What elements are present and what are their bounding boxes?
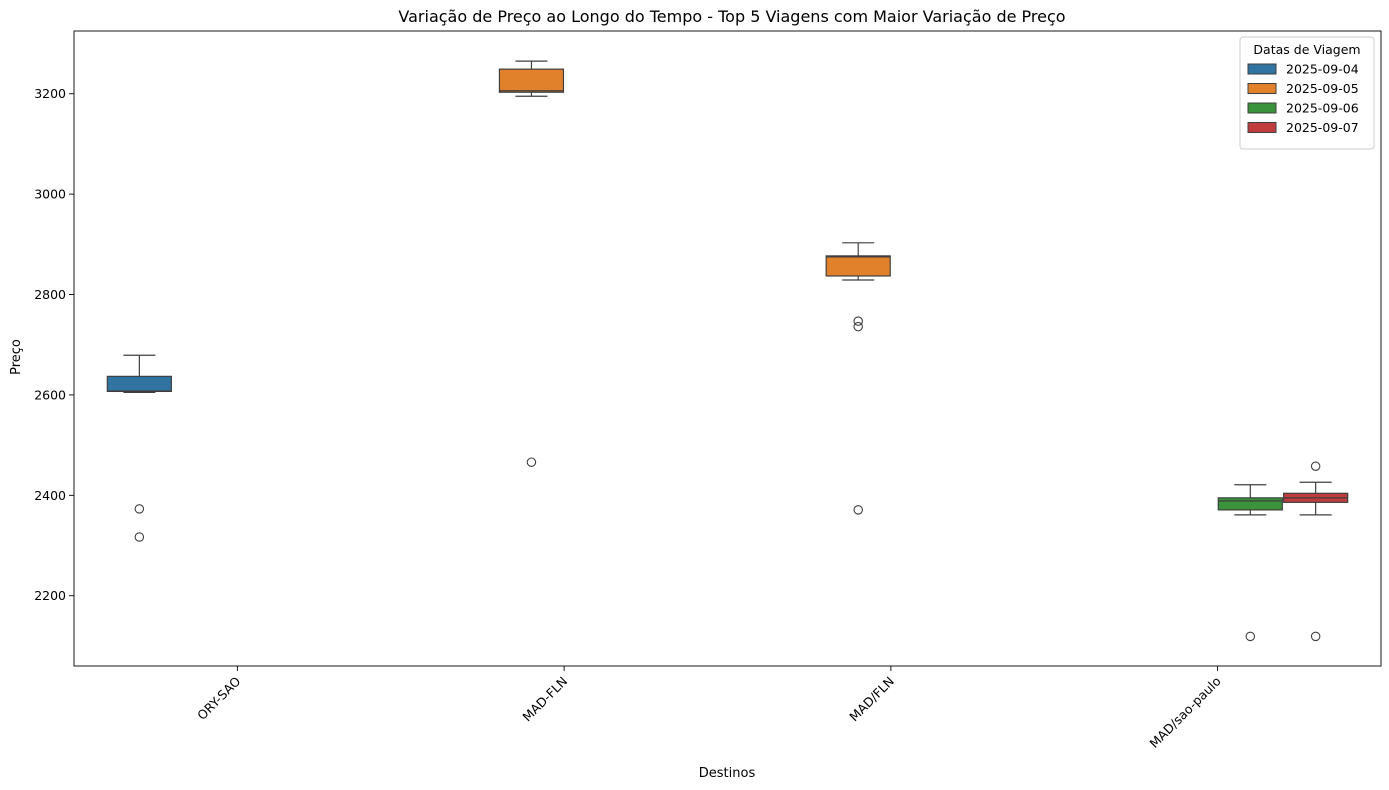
- plot-area: 2200 2400 2600 2800 3000 3200 ORY-SAO MAD-FLN MA…: [34, 60, 1349, 751]
- legend-label-2025-09-06: 2025-09-06: [1286, 101, 1359, 116]
- box-MAD/sao-paulo-2025-09-07: [1283, 461, 1349, 642]
- box-MAD/sao-paulo-2025-09-06: [1217, 484, 1283, 642]
- legend-label-2025-09-05: 2025-09-05: [1286, 81, 1359, 96]
- box-iqr: [106, 375, 172, 393]
- y-tick-label-3200: 3200: [34, 86, 66, 101]
- outlier-point: [853, 316, 863, 326]
- box-iqr: [1217, 497, 1283, 511]
- box-iqr: [825, 255, 891, 277]
- legend-swatch-2025-09-07: [1247, 122, 1277, 133]
- y-tick-label-2600: 2600: [34, 387, 66, 402]
- y-tick-label-3000: 3000: [34, 187, 66, 202]
- outlier-point: [526, 457, 537, 467]
- outlier-point: [1245, 631, 1256, 642]
- outlier-point: [1310, 631, 1321, 642]
- legend: Datas de Viagem 2025-09-04 2025-09-05 2025…: [1239, 36, 1375, 150]
- legend-swatch-2025-09-05: [1247, 83, 1277, 94]
- box-iqr: [498, 68, 565, 93]
- box-ORY-SAO-2025-09-04: [106, 354, 172, 542]
- box-MAD/FLN-2025-09-05: [825, 242, 891, 515]
- y-axis-label: Preço: [9, 339, 24, 375]
- legend-title: Datas de Viagem: [1253, 42, 1360, 57]
- outlier-point: [134, 504, 145, 514]
- outlier-point: [853, 321, 863, 332]
- y-tick-label-2400: 2400: [34, 488, 66, 503]
- box-MAD-FLN-2025-09-05: [498, 60, 565, 467]
- outlier-point: [134, 532, 145, 542]
- y-tick-label-2800: 2800: [34, 287, 66, 302]
- legend-label-2025-09-04: 2025-09-04: [1286, 62, 1359, 77]
- x-tick-label-3: MAD/sao-paulo: [1146, 674, 1223, 751]
- chart-title: Variação de Preço ao Longo do Tempo - To…: [398, 7, 1065, 26]
- x-tick-label-2: MAD/FLN: [846, 674, 897, 725]
- x-tick-label-1: MAD-FLN: [519, 674, 570, 725]
- axes-frame: [73, 30, 1382, 667]
- x-axis-label: Destinos: [699, 766, 756, 781]
- legend-label-2025-09-07: 2025-09-07: [1286, 120, 1359, 135]
- outlier-point: [1310, 461, 1321, 471]
- legend-swatch-2025-09-06: [1247, 102, 1277, 114]
- y-tick-label-2200: 2200: [34, 588, 66, 603]
- x-tick-label-0: ORY-SAO: [194, 673, 243, 722]
- outlier-point: [853, 505, 863, 515]
- legend-swatch-2025-09-04: [1247, 63, 1277, 75]
